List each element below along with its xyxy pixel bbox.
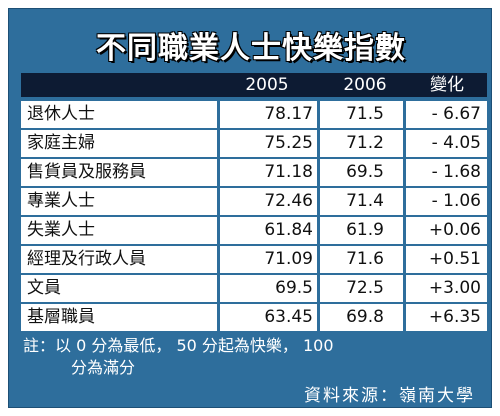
- cell-change: +0.51: [428, 249, 481, 269]
- cell-2006: 72.5: [346, 278, 384, 298]
- footnote: 註：以 0 分為最低， 50 分起為快樂， 100 分為滿分: [23, 335, 489, 379]
- table-row: 售貨員及服務員 71.18 69.5 - 1.68: [21, 159, 487, 186]
- cell-change: +0.06: [428, 220, 481, 240]
- row-label: 退休人士: [27, 104, 95, 124]
- cell-2006: 71.2: [346, 133, 384, 153]
- chart-title: 不同職業人士快樂指數: [96, 31, 406, 66]
- cell-2006: 69.5: [346, 162, 384, 182]
- cell-2006: 71.5: [346, 104, 384, 124]
- row-label: 經理及行政人員: [27, 249, 146, 269]
- column-divider: [317, 101, 320, 331]
- cell-change: +3.00: [428, 278, 481, 298]
- cell-change: - 1.68: [431, 162, 481, 182]
- row-label: 專業人士: [27, 191, 95, 211]
- footnote-line-2: 分為滿分: [71, 358, 136, 377]
- cell-2006: 61.9: [346, 220, 384, 240]
- row-label: 文員: [27, 278, 61, 298]
- table-row: 基層職員 63.45 69.8 +6.35: [21, 304, 487, 331]
- cell-change: - 4.05: [431, 133, 481, 153]
- cell-2005: 75.25: [264, 133, 313, 153]
- cell-2005: 71.09: [264, 249, 313, 269]
- cell-2005: 78.17: [264, 104, 313, 124]
- table-row: 經理及行政人員 71.09 71.6 +0.51: [21, 246, 487, 273]
- cell-2006: 71.4: [346, 191, 384, 211]
- row-label: 失業人士: [27, 220, 95, 240]
- table-row: 失業人士 61.84 61.9 +0.06: [21, 217, 487, 244]
- table-row: 退休人士 78.17 71.5 - 6.67: [21, 101, 487, 128]
- cell-2005: 71.18: [264, 162, 313, 182]
- cell-2005: 69.5: [275, 278, 313, 298]
- row-label: 售貨員及服務員: [27, 162, 146, 182]
- table-row: 文員 69.5 72.5 +3.00: [21, 275, 487, 302]
- table-row: 家庭主婦 75.25 71.2 - 4.05: [21, 130, 487, 157]
- row-label: 家庭主婦: [27, 133, 95, 153]
- table-row: 專業人士 72.46 71.4 - 1.06: [21, 188, 487, 215]
- cell-2006: 69.8: [346, 307, 384, 327]
- column-divider: [217, 101, 220, 331]
- column-header-bar: 2005 2006 變化: [21, 73, 487, 97]
- cell-2005: 61.84: [264, 220, 313, 240]
- footnote-line-1: 註：以 0 分為最低， 50 分起為快樂， 100: [23, 336, 334, 355]
- column-header-change: 變化: [430, 75, 464, 95]
- row-label: 基層職員: [27, 307, 95, 327]
- cell-2005: 72.46: [264, 191, 313, 211]
- cell-change: - 6.67: [431, 104, 481, 124]
- table-panel: 不同職業人士快樂指數 2005 2006 變化 退休人士 78.17 71.5 - 6…: [8, 8, 492, 408]
- cell-2006: 71.6: [346, 249, 384, 269]
- column-divider: [403, 101, 406, 331]
- cell-change: - 1.06: [431, 191, 481, 211]
- cell-change: +6.35: [428, 307, 481, 327]
- cell-2005: 63.45: [264, 307, 313, 327]
- column-header-2006: 2006: [343, 75, 387, 95]
- column-header-2005: 2005: [245, 75, 289, 95]
- source-credit: 資料來源：嶺南大學: [304, 386, 475, 406]
